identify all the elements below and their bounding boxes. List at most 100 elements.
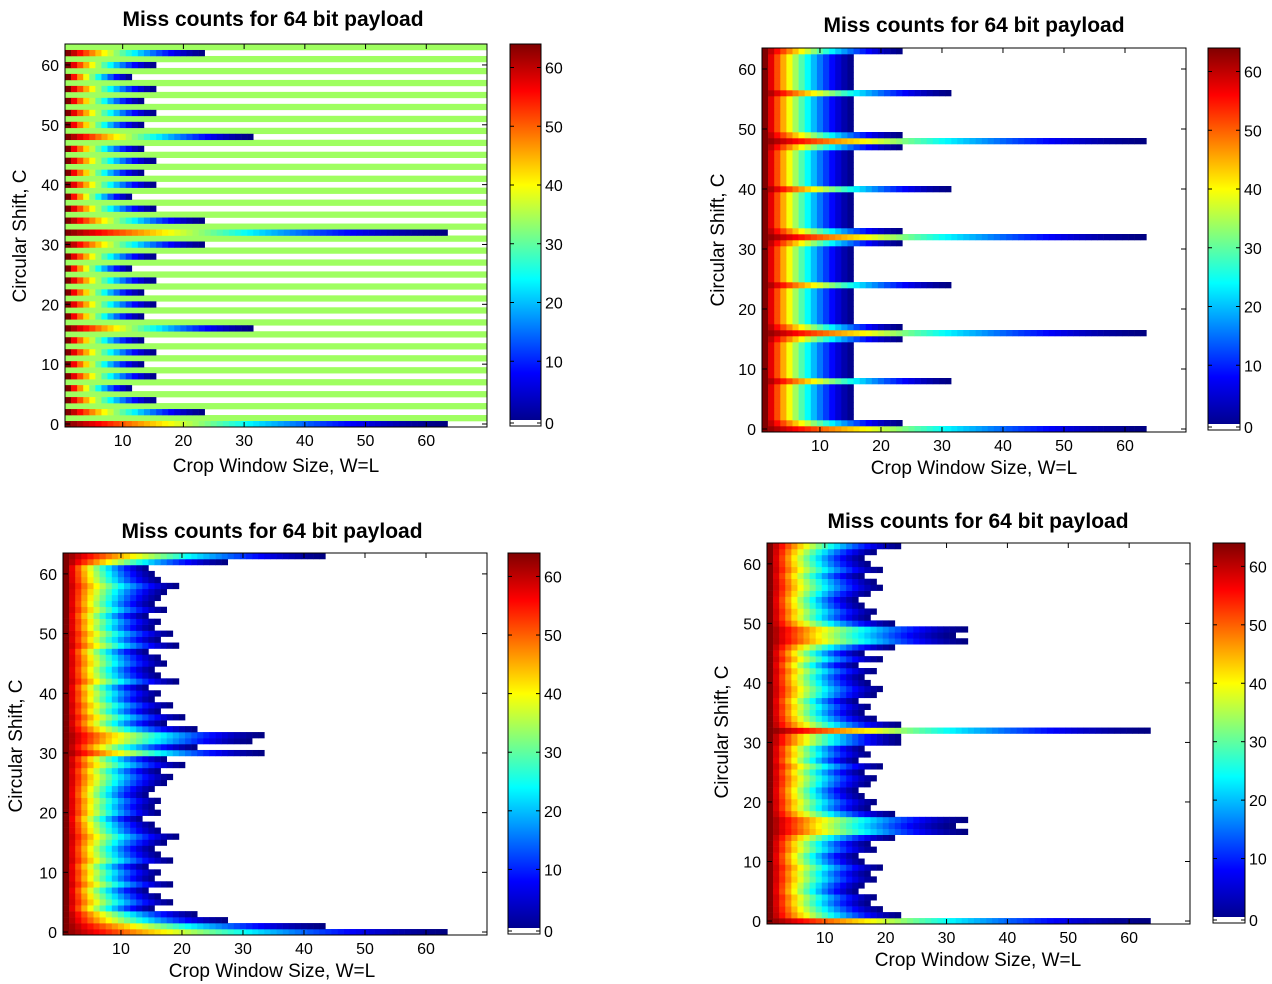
heatmap-cell bbox=[785, 614, 792, 621]
heatmap-cell bbox=[925, 727, 932, 734]
heatmap-cell bbox=[93, 869, 100, 876]
heatmap-cell bbox=[203, 929, 210, 936]
heatmap-cell bbox=[798, 264, 805, 271]
heatmap-cell bbox=[227, 749, 235, 757]
heatmap-cell bbox=[1103, 330, 1111, 337]
heatmap-cell bbox=[124, 797, 131, 804]
heatmap-cell bbox=[780, 360, 787, 367]
heatmap-cell bbox=[847, 102, 854, 109]
heatmap-cell bbox=[773, 787, 780, 794]
heatmap-cell bbox=[124, 738, 131, 745]
heatmap-cell bbox=[846, 727, 853, 734]
heatmap-cell bbox=[1024, 138, 1031, 145]
heatmap-cell bbox=[81, 899, 88, 906]
chart-title: Miss counts for 64 bit payload bbox=[121, 520, 422, 543]
heatmap-cell bbox=[780, 228, 787, 235]
heatmap-cell bbox=[247, 133, 254, 141]
heatmap-cell bbox=[864, 543, 871, 550]
colorbar-tick-label: 40 bbox=[1244, 182, 1262, 199]
heatmap-cell bbox=[1042, 234, 1050, 241]
heatmap-cell bbox=[124, 672, 131, 679]
heatmap-cell bbox=[870, 626, 877, 633]
heatmap-cell bbox=[785, 560, 792, 568]
heatmap-cell bbox=[75, 642, 82, 649]
heatmap-cell bbox=[815, 787, 823, 794]
heatmap-cell bbox=[827, 703, 835, 710]
heatmap-cell bbox=[137, 421, 145, 428]
heatmap-cell bbox=[792, 360, 799, 367]
heatmap-cell bbox=[882, 739, 890, 746]
heatmap-cell bbox=[124, 696, 131, 703]
heatmap-cell bbox=[779, 566, 786, 574]
heatmap-cell bbox=[71, 337, 78, 344]
heatmap-cell bbox=[105, 636, 113, 643]
heatmap-cell bbox=[833, 757, 841, 764]
heatmap-cell bbox=[810, 366, 818, 373]
heatmap-cell bbox=[150, 241, 157, 248]
heatmap-cell bbox=[89, 397, 96, 404]
heatmap-cell bbox=[931, 727, 938, 734]
heatmap-cell bbox=[815, 543, 823, 550]
heatmap-cell bbox=[768, 402, 775, 409]
heatmap-stripe bbox=[65, 307, 487, 314]
heatmap-cell bbox=[227, 738, 235, 745]
heatmap-cell bbox=[833, 656, 841, 663]
heatmap-cell bbox=[774, 288, 781, 295]
heatmap-cell bbox=[136, 576, 143, 584]
heatmap-cell bbox=[95, 253, 102, 260]
heatmap-cell bbox=[816, 342, 824, 349]
heatmap-cell bbox=[932, 378, 940, 385]
heatmap-cell bbox=[136, 594, 143, 602]
heatmap-cell bbox=[809, 715, 816, 722]
heatmap-cell bbox=[198, 133, 205, 141]
heatmap-cell bbox=[137, 217, 145, 224]
heatmap-cell bbox=[89, 337, 96, 344]
heatmap-cell bbox=[774, 390, 781, 397]
heatmap-cell bbox=[797, 638, 804, 645]
heatmap-cell bbox=[792, 294, 799, 301]
heatmap-cell bbox=[277, 421, 284, 428]
heatmap-cells bbox=[767, 543, 1151, 925]
heatmap-cell bbox=[792, 282, 799, 289]
heatmap-cell bbox=[154, 851, 161, 858]
chart-title: Miss counts for 64 bit payload bbox=[823, 14, 1124, 37]
heatmap-cell bbox=[798, 84, 805, 91]
heatmap-cell bbox=[154, 708, 161, 715]
heatmap-cell bbox=[75, 755, 82, 763]
heatmap-cell bbox=[853, 144, 860, 151]
heatmap-cell bbox=[142, 917, 149, 924]
heatmap-cell bbox=[853, 420, 860, 427]
heatmap-cell bbox=[823, 276, 830, 283]
colorbar-tick-label: 10 bbox=[1249, 852, 1267, 869]
heatmap-cell bbox=[864, 715, 871, 722]
heatmap-cell bbox=[955, 828, 963, 835]
heatmap-cell bbox=[125, 49, 133, 57]
heatmap-cell bbox=[894, 918, 902, 925]
heatmap-cell bbox=[810, 228, 818, 235]
heatmap-cell bbox=[99, 881, 106, 888]
heatmap-cell bbox=[773, 590, 780, 597]
heatmap-cell bbox=[154, 827, 161, 834]
heatmap-cell bbox=[130, 606, 137, 613]
heatmap-cell bbox=[154, 923, 161, 930]
heatmap-cell bbox=[797, 828, 804, 835]
heatmap-cell bbox=[840, 852, 847, 859]
heatmap-cell bbox=[762, 270, 769, 277]
heatmap-cell bbox=[803, 834, 810, 841]
heatmap-cell bbox=[119, 337, 127, 344]
heatmap-cell bbox=[975, 138, 982, 145]
heatmap-cell bbox=[767, 697, 774, 705]
heatmap-cell bbox=[81, 696, 88, 703]
heatmap-cell bbox=[792, 84, 799, 91]
heatmap-cell bbox=[107, 193, 114, 200]
heatmap-cell bbox=[768, 252, 775, 259]
heatmap-cell bbox=[1115, 426, 1123, 433]
heatmap-cell bbox=[150, 205, 157, 212]
heatmap-cell bbox=[150, 421, 157, 428]
heatmap-cell bbox=[852, 650, 859, 657]
heatmap-cell bbox=[846, 721, 853, 728]
heatmap-cell bbox=[1077, 918, 1084, 925]
heatmap-cell bbox=[841, 330, 848, 337]
heatmap-cell bbox=[154, 869, 161, 876]
